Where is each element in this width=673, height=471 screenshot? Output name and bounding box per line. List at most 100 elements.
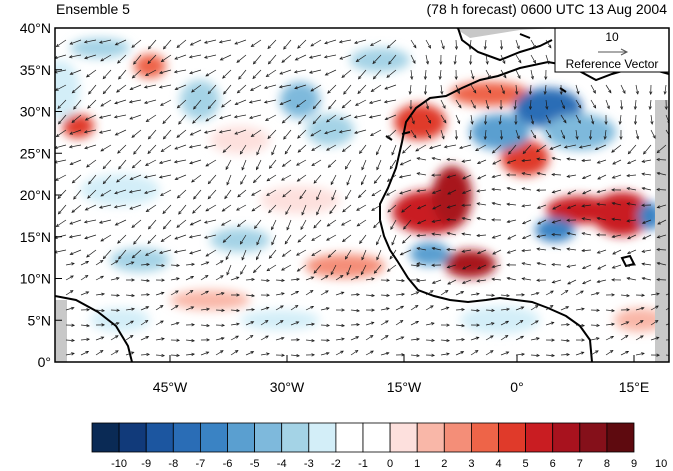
wind-vector-head [266,293,270,297]
wind-vector-head [158,250,163,254]
wind-vector [560,290,569,296]
wind-vector-head [373,180,378,184]
wind-vector-head [425,61,430,65]
wind-vector [125,320,134,326]
wind-vector-head [251,208,256,212]
wind-vector [299,189,307,199]
wind-vector-head [386,74,390,78]
wind-vector [236,54,247,63]
wind-vector [70,249,82,255]
wind-vector [342,144,352,152]
wind-vector [147,234,157,244]
wind-vector-head [650,121,654,125]
wind-vector [612,249,622,255]
wind-vector [176,129,187,138]
wind-vector [620,294,630,297]
wind-vector-head [354,40,358,44]
wind-vector-head [593,104,597,109]
wind-vector [552,204,562,210]
wind-vector [84,54,97,59]
wind-vector [545,54,550,64]
wind-vector-head [491,201,496,206]
wind-vector-head [442,105,446,109]
wind-vector-head [581,248,585,253]
wind-vector-head [370,88,375,92]
wind-vector-head [162,210,166,215]
wind-vector [342,234,352,242]
wind-vector [470,350,479,356]
wind-vector [365,322,374,326]
wind-vector-head [267,60,272,65]
wind-vector [597,264,607,270]
wind-vector-head [281,163,286,167]
wind-vector [356,204,367,211]
wind-vector [432,157,442,161]
wind-vector-head [115,350,119,354]
wind-vector [635,307,645,311]
wind-vector [282,159,292,167]
wind-vector [470,114,473,125]
wind-vector [133,54,142,65]
wind-vector-head [505,320,510,324]
wind-vector-head [85,351,90,355]
wind-vector [174,144,187,150]
wind-vector-head [472,105,476,109]
wind-vector [345,159,352,170]
wind-vector-head [596,279,601,284]
wind-vector [395,320,404,326]
wind-vector-head [159,305,164,309]
wind-vector [174,234,187,240]
wind-vector [354,39,367,44]
wind-vector [80,261,89,266]
wind-vector-head [283,136,287,140]
wind-vector-head [144,190,148,194]
wind-vector-head [368,100,373,104]
wind-vector-head [445,306,450,310]
wind-vector-head [517,75,521,80]
wind-vector-head [641,276,646,281]
coast-islands [385,33,636,268]
anomaly-patch [444,250,496,278]
wind-vector [159,84,172,88]
wind-vector [200,308,210,311]
wind-vector-head [316,211,320,216]
colorbar-label: 5 [523,458,529,470]
wind-vector-head [342,208,346,213]
wind-vector-head [264,320,269,324]
wind-vector [642,159,652,163]
wind-vector [485,322,495,326]
wind-vector [634,114,637,125]
wind-vector [253,54,262,65]
wind-vector-head [324,275,329,279]
wind-vector-head [205,73,210,77]
wind-vector [251,129,262,137]
wind-vector [226,174,232,186]
colorbar-label: 6 [550,458,556,470]
missing-data-patch-sw [55,300,67,362]
wind-vector-head [225,256,229,261]
wind-vector [560,354,570,356]
wind-vector-head [145,336,150,340]
wind-vector [99,39,112,44]
wind-vector-head [536,205,541,209]
wind-vector-head [627,236,631,240]
colorbar-swatch [389,422,418,453]
wind-vector-head [240,181,244,185]
wind-vector [537,262,547,266]
wind-vector [514,99,517,110]
wind-vector [148,39,157,50]
wind-vector-head [84,117,89,121]
wind-vector [266,69,277,77]
wind-vector-head [100,148,105,152]
wind-vector-head [641,220,646,224]
wind-vector [597,249,607,254]
wind-vector [388,54,397,65]
wind-vector-head [84,207,89,211]
wind-vector-head [483,136,487,141]
wind-vector [161,234,172,242]
wind-vector [159,249,172,254]
wind-vector [281,54,292,63]
wind-vector [552,157,562,161]
wind-vector [204,144,217,149]
wind-vector-head [504,334,509,339]
